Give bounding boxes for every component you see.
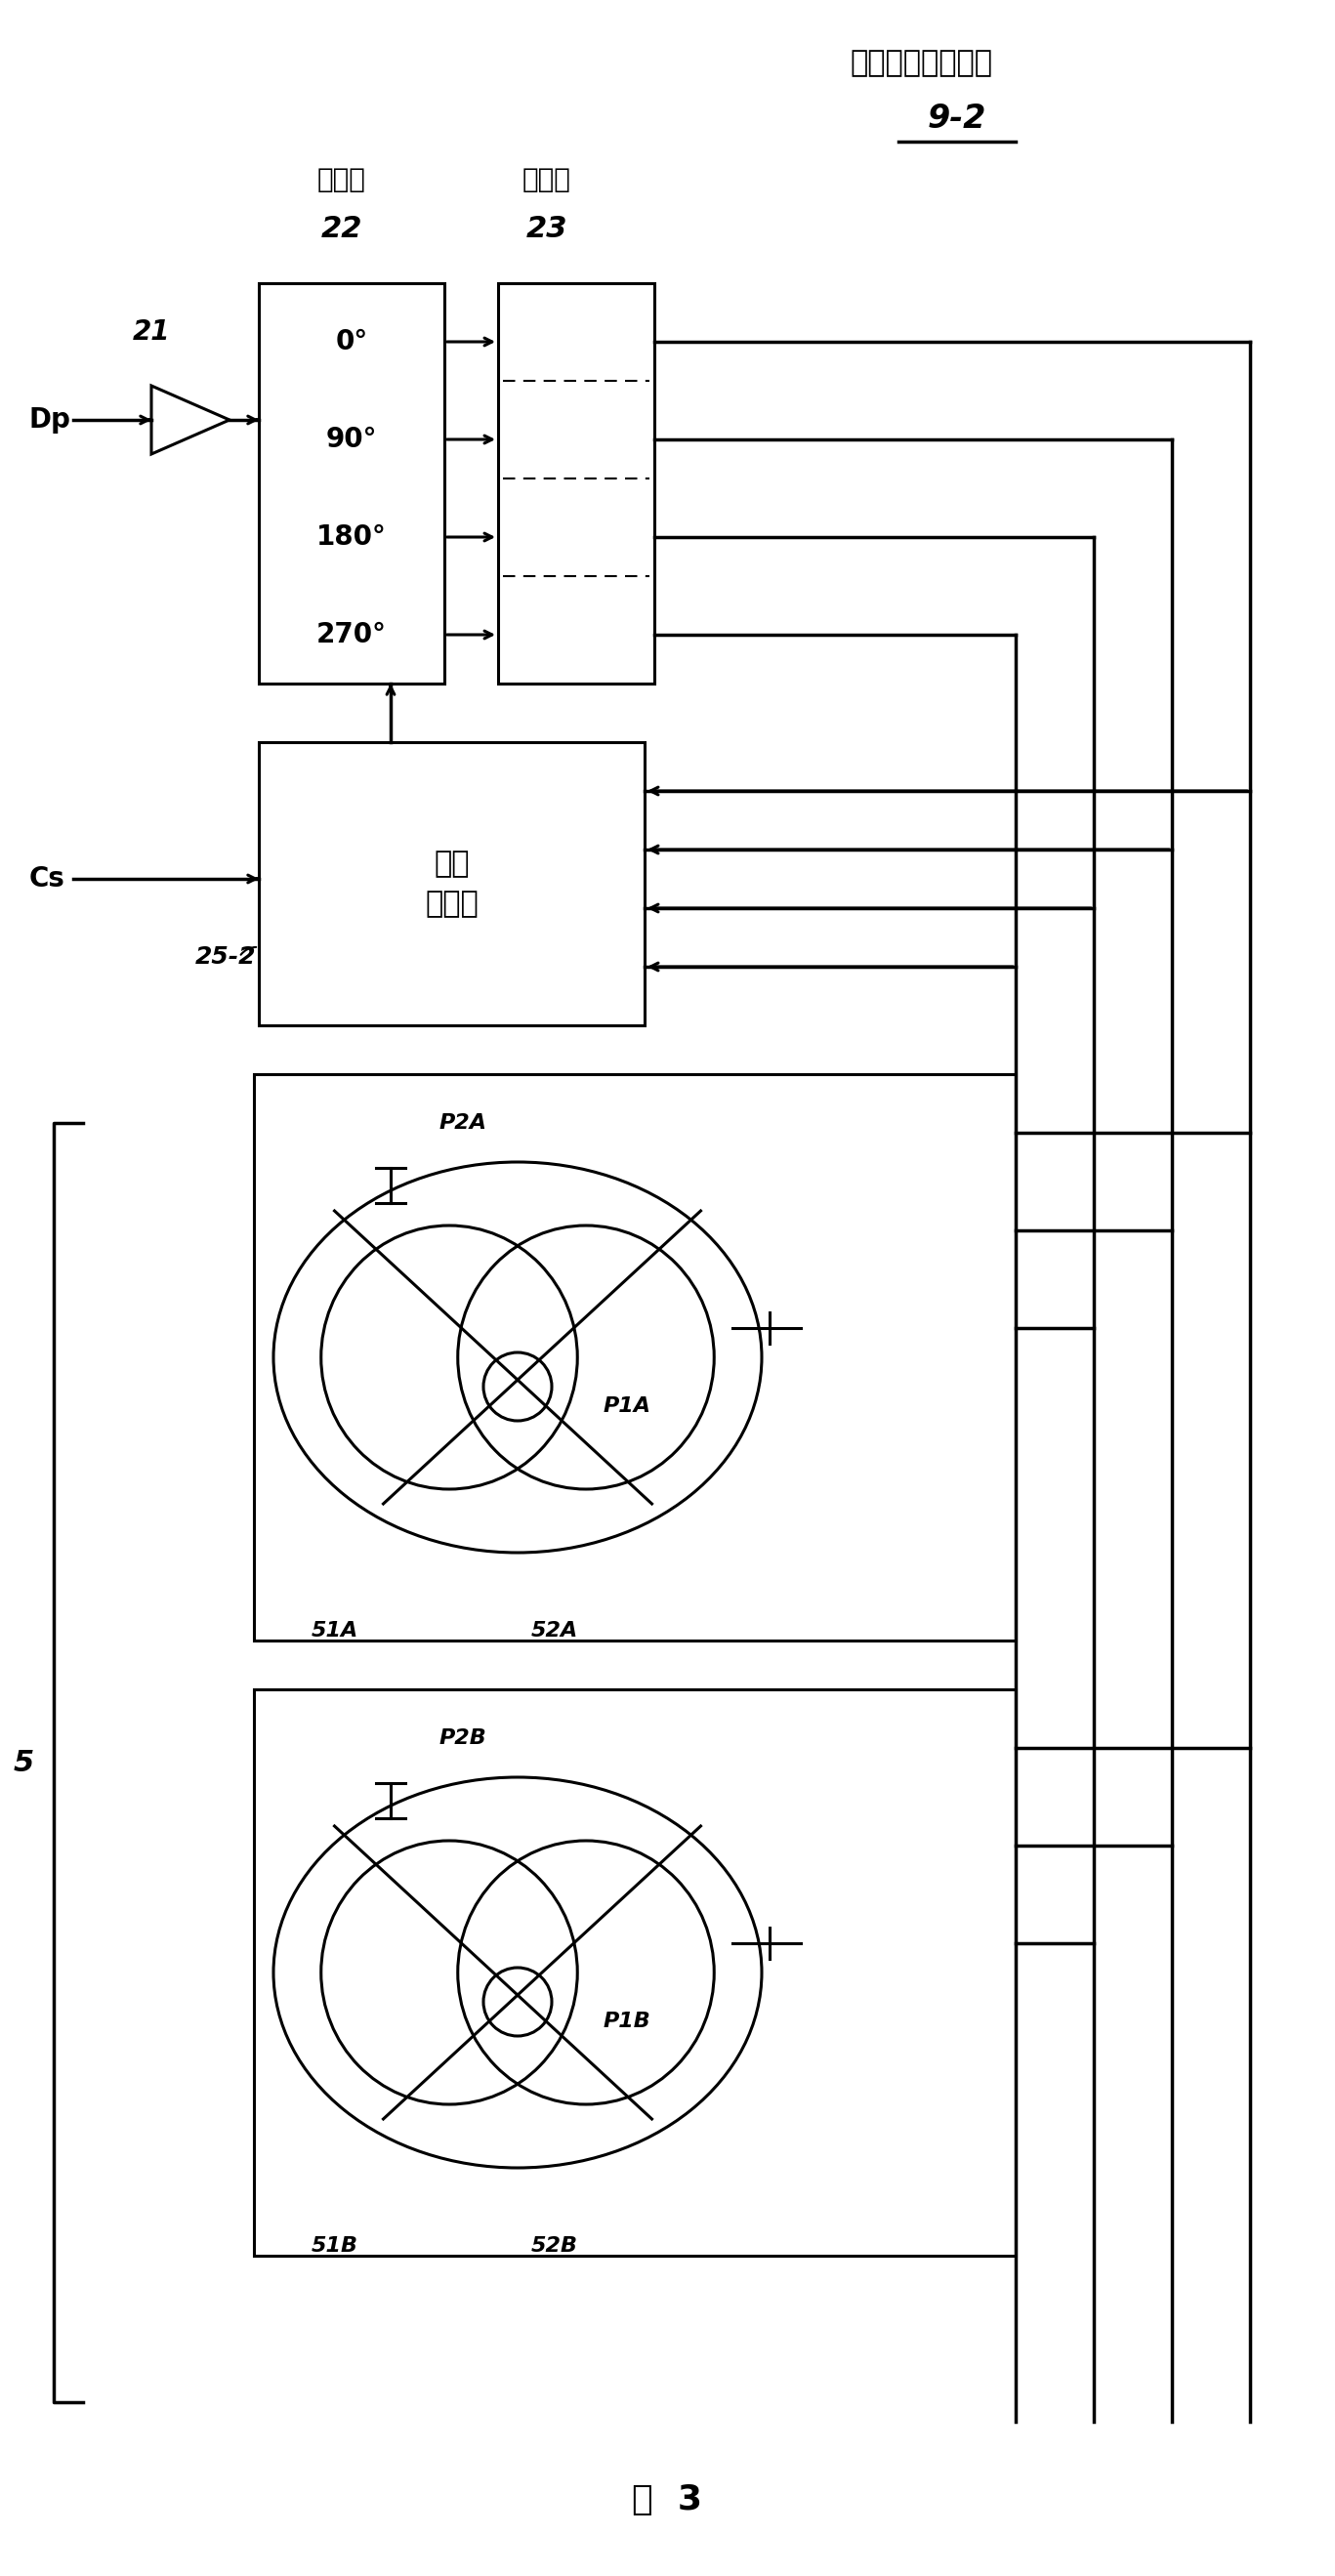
- Text: 0°: 0°: [335, 327, 368, 355]
- Text: 180°: 180°: [316, 523, 387, 551]
- Bar: [254, 1074, 1016, 1641]
- Text: 5: 5: [13, 1749, 35, 1777]
- Text: P1B: P1B: [603, 2012, 650, 2030]
- Text: Cs: Cs: [29, 866, 65, 891]
- Text: 发射线圈驱动电路: 发射线圈驱动电路: [849, 49, 992, 77]
- Text: 90°: 90°: [326, 425, 378, 453]
- Text: 22: 22: [320, 214, 363, 242]
- Text: P2A: P2A: [439, 1113, 487, 1133]
- Text: 衰减器: 衰减器: [522, 165, 571, 193]
- Bar: [254, 1690, 1016, 2257]
- Bar: [259, 283, 445, 683]
- Text: P2B: P2B: [439, 1728, 487, 1749]
- Text: 21: 21: [132, 319, 170, 345]
- Text: 51B: 51B: [311, 2236, 358, 2257]
- Text: 52A: 52A: [530, 1620, 578, 1641]
- Bar: [259, 742, 645, 1025]
- Text: 270°: 270°: [316, 621, 387, 649]
- Text: 23: 23: [526, 214, 567, 242]
- Text: 比较
控制器: 比较 控制器: [425, 850, 478, 917]
- Text: 图  3: 图 3: [631, 2483, 702, 2517]
- Text: 25-2: 25-2: [195, 945, 256, 969]
- Text: 51A: 51A: [311, 1620, 358, 1641]
- Text: P1A: P1A: [603, 1396, 651, 1417]
- Text: Dp: Dp: [29, 407, 71, 433]
- Text: 9-2: 9-2: [928, 103, 987, 134]
- Text: 52B: 52B: [531, 2236, 578, 2257]
- Text: 分割器: 分割器: [318, 165, 366, 193]
- Bar: [498, 283, 654, 683]
